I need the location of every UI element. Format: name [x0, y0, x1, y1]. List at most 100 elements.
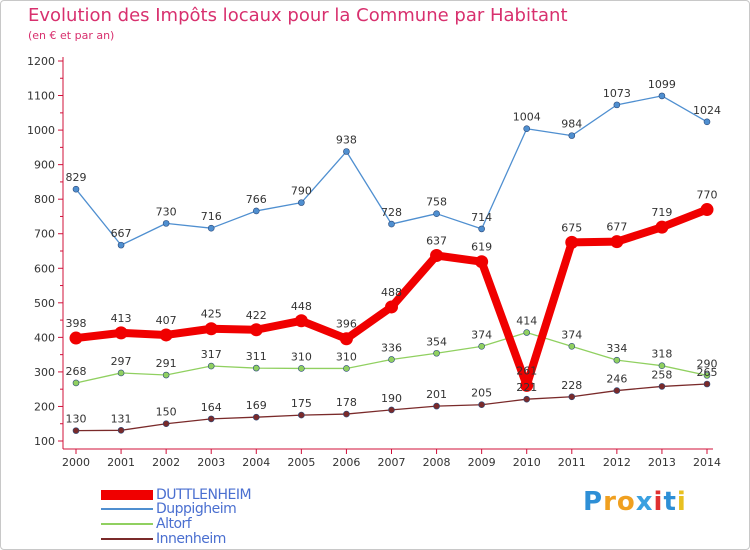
chart-subtitle: (en € et par an)	[28, 29, 115, 42]
y-tick-label: 500	[34, 297, 55, 310]
data-label-duttlenheim: 770	[697, 189, 718, 202]
x-tick-label: 2011	[558, 456, 586, 469]
series-layer	[69, 92, 714, 434]
chart-axes: 100 200 300 400 500 600 700 800 900 1000 1100 1200 2…	[27, 55, 721, 469]
legend-label-altorf: Altorf	[156, 516, 192, 532]
data-label-duppigheim: 790	[291, 185, 312, 198]
data-point-innenheim	[658, 383, 666, 390]
data-label-duttlenheim: 407	[156, 314, 177, 327]
x-tick-label: 2001	[107, 456, 135, 469]
data-point-altorf	[568, 343, 576, 350]
x-tick-label: 2010	[513, 456, 541, 469]
data-label-innenheim: 201	[426, 388, 447, 401]
data-label-innenheim: 205	[471, 387, 492, 400]
data-label-innenheim: 130	[66, 413, 87, 426]
data-label-innenheim: 169	[246, 399, 267, 412]
data-label-innenheim: 258	[651, 368, 672, 381]
data-label-duttlenheim: 413	[111, 312, 132, 325]
data-label-duttlenheim: 619	[471, 241, 492, 254]
data-point-altorf	[207, 362, 215, 370]
data-point-duttlenheim	[700, 203, 714, 217]
data-label-duppigheim: 1073	[603, 87, 631, 100]
x-tick-label: 2009	[468, 456, 496, 469]
data-label-duppigheim: 730	[156, 205, 177, 218]
data-point-duttlenheim	[385, 300, 398, 314]
data-label-innenheim: 246	[606, 373, 627, 386]
data-point-innenheim	[207, 415, 215, 423]
data-label-duppigheim: 714	[471, 211, 492, 224]
data-point-innenheim	[568, 393, 576, 401]
data-point-duttlenheim	[565, 235, 579, 249]
data-point-duppigheim	[117, 241, 125, 249]
data-label-innenheim: 190	[381, 392, 402, 405]
data-label-duppigheim: 1004	[513, 111, 541, 124]
data-label-duttlenheim: 637	[426, 234, 447, 247]
y-tick-label: 600	[34, 262, 55, 275]
data-label-innenheim: 164	[201, 401, 222, 414]
data-point-altorf	[298, 365, 305, 372]
y-tick-label: 1000	[27, 124, 55, 137]
data-point-duppigheim	[298, 199, 305, 206]
data-point-duppigheim	[72, 185, 80, 193]
data-label-duppigheim: 1024	[693, 104, 721, 117]
legend-swatch-altorf	[101, 523, 153, 525]
data-label-innenheim: 131	[111, 412, 132, 425]
logo-letter: t	[663, 487, 677, 517]
data-point-altorf	[658, 362, 666, 369]
logo-letter: i	[676, 487, 687, 517]
data-point-duttlenheim	[249, 323, 263, 337]
data-point-innenheim	[343, 410, 350, 418]
data-label-duttlenheim: 675	[561, 221, 582, 234]
data-point-innenheim	[298, 411, 305, 419]
data-label-duppigheim: 728	[381, 206, 402, 219]
y-tick-label: 900	[34, 159, 55, 172]
x-tick-label: 2007	[378, 456, 406, 469]
data-point-duppigheim	[343, 148, 350, 155]
legend-label-duppigheim: Duppigheim	[156, 501, 237, 517]
data-point-duppigheim	[523, 125, 531, 133]
data-point-duppigheim	[207, 224, 215, 232]
x-tick-label: 2013	[648, 456, 676, 469]
y-tick-label: 1100	[27, 90, 55, 103]
data-label-duppigheim: 758	[426, 196, 447, 209]
data-point-innenheim	[117, 426, 125, 434]
data-point-duppigheim	[252, 207, 260, 215]
data-point-innenheim	[703, 380, 711, 388]
logo-letter: x	[635, 487, 654, 517]
data-label-altorf: 311	[246, 350, 267, 363]
data-label-altorf: 318	[651, 348, 672, 361]
y-tick-label: 400	[34, 331, 55, 344]
data-point-altorf	[162, 371, 170, 379]
x-tick-label: 2004	[242, 456, 270, 469]
legend-label-duttlenheim: DUTTLENHEIM	[156, 487, 252, 503]
data-point-duttlenheim	[475, 255, 489, 269]
data-point-altorf	[433, 349, 440, 357]
legend-swatch-innenheim	[101, 538, 153, 540]
legend-swatch-duppigheim	[101, 508, 153, 510]
data-point-duttlenheim	[430, 248, 444, 262]
data-point-innenheim	[252, 413, 260, 421]
data-point-duttlenheim	[114, 326, 128, 340]
data-label-duttlenheim: 677	[606, 221, 627, 234]
legend-label-innenheim: Innenheim	[156, 531, 226, 547]
data-point-altorf	[478, 343, 485, 350]
y-tick-label: 200	[34, 400, 55, 413]
data-label-altorf: 310	[291, 350, 312, 363]
data-point-duttlenheim	[294, 314, 308, 328]
data-label-innenheim: 221	[516, 381, 537, 394]
data-labels-layer: 130 131 150 164 169 175 178 190 201 205 221 228 246 2…	[66, 78, 722, 426]
data-point-duppigheim	[433, 210, 440, 217]
data-point-innenheim	[433, 402, 440, 410]
data-label-altorf: 334	[606, 342, 627, 355]
data-label-altorf: 268	[66, 365, 87, 378]
y-tick-label: 100	[34, 435, 55, 448]
data-label-duppigheim: 984	[561, 118, 582, 131]
data-point-duttlenheim	[339, 332, 353, 346]
data-point-innenheim	[72, 427, 80, 434]
data-point-duppigheim	[613, 101, 621, 109]
data-point-innenheim	[478, 401, 485, 409]
data-point-duppigheim	[388, 220, 395, 228]
data-point-altorf	[343, 365, 350, 372]
